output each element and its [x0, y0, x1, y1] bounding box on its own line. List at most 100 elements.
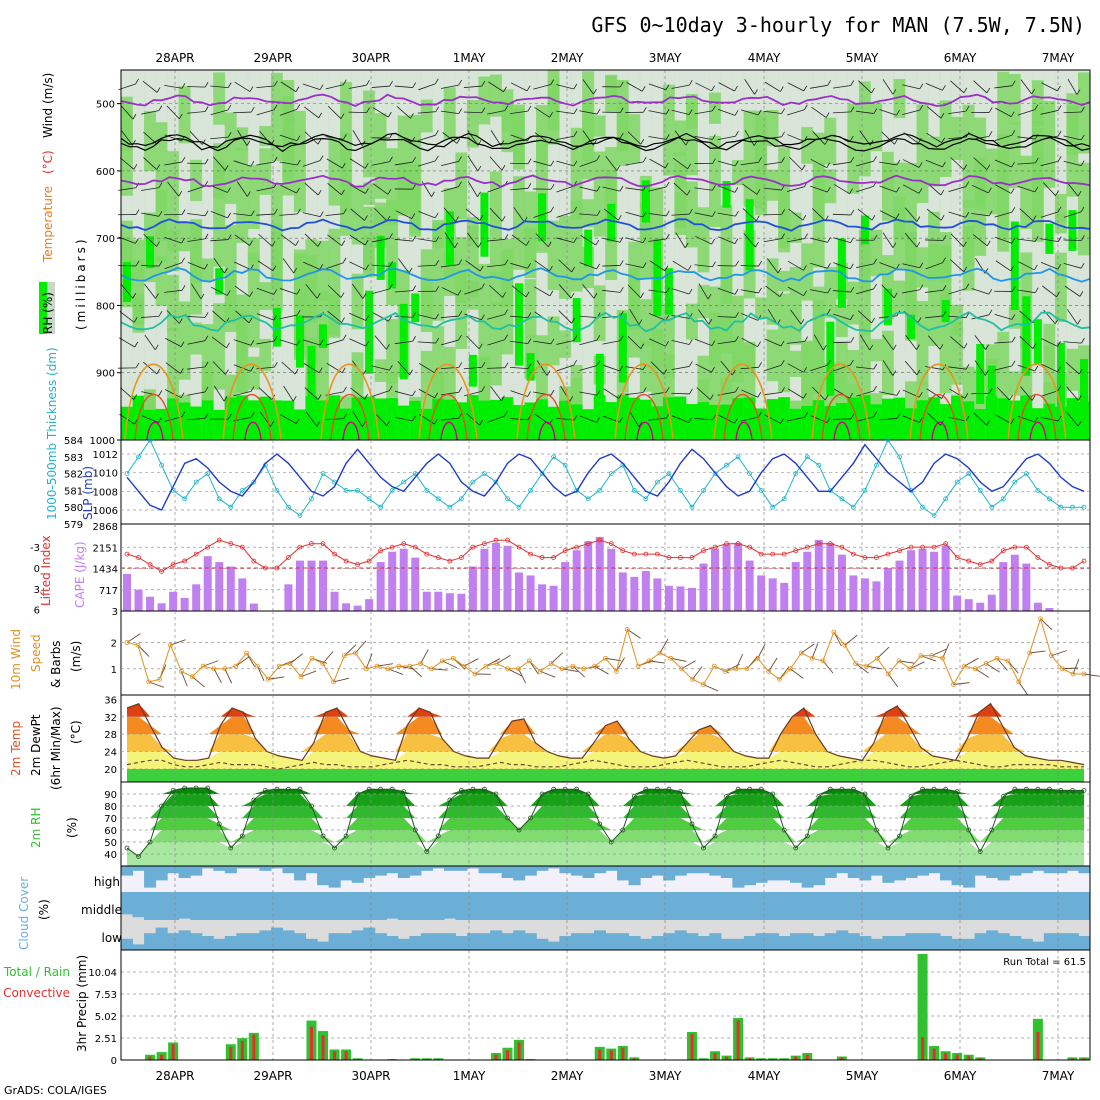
- rh2-line-point: [977, 849, 983, 854]
- wind-barb-flag: [135, 362, 140, 369]
- wind-barb-flag: [687, 163, 692, 170]
- contour-35: [833, 421, 851, 441]
- wind-barb-flag: [687, 265, 692, 271]
- cloud-high-bar: [121, 866, 134, 876]
- cloud-low-bar: [467, 933, 480, 950]
- top-date-label: 4MAY: [748, 51, 781, 65]
- wind-barb-flag: [386, 344, 390, 350]
- wind-barb: [855, 366, 874, 370]
- rh-mid-cell: [985, 148, 998, 215]
- cape-tick-label: 1434: [93, 565, 118, 576]
- wind-barb-flag: [341, 367, 346, 373]
- rh2-line-point: [666, 786, 672, 792]
- wind-barb-flag: [457, 289, 462, 296]
- wind-barb-flag: [318, 367, 323, 373]
- wind-barb: [1040, 110, 1059, 115]
- cloud-low-bar: [317, 941, 330, 950]
- cape-bar: [422, 591, 431, 611]
- wind-barb: [648, 213, 667, 217]
- cloud-high-bar: [1043, 866, 1056, 874]
- wind-barb-flag: [479, 419, 483, 426]
- wind-barb: [164, 337, 182, 347]
- wind-barb: [833, 237, 851, 244]
- wind-barb-flag: [295, 240, 299, 246]
- wind-barb: [1018, 261, 1035, 271]
- surface-barb: [322, 651, 334, 664]
- thickness-line-point: [597, 487, 603, 493]
- cloud-low-bar: [490, 930, 503, 950]
- precip-convective-bar: [794, 1056, 798, 1060]
- wind-barb: [325, 262, 344, 270]
- contour-25: [909, 363, 969, 441]
- wind-barb: [279, 339, 298, 346]
- rh-surface-cell: [224, 397, 237, 443]
- rh2-line-point: [562, 786, 568, 792]
- wind-speed-line-point: [189, 674, 195, 680]
- rh-mid-cell: [1008, 73, 1021, 125]
- thickness-line-point: [966, 471, 972, 477]
- wind-speed-line-point: [592, 663, 598, 669]
- wind-barb-flag: [711, 85, 715, 92]
- wind-speed-line-point: [581, 666, 587, 672]
- cloud-high-bar: [916, 866, 929, 876]
- wind-barb: [810, 158, 827, 169]
- wind-barb-flag: [665, 386, 670, 393]
- rh-mid-cell: [305, 255, 318, 365]
- cloud-middle-bar: [790, 892, 803, 920]
- wind-barb: [879, 391, 897, 396]
- wind-barb: [304, 233, 319, 247]
- wind-barb-flag: [758, 411, 762, 418]
- wind-barb-flag: [1057, 415, 1062, 422]
- wind-barb-flag: [965, 415, 970, 422]
- wind-barb: [440, 264, 459, 268]
- cloud-low-bar: [420, 933, 433, 950]
- wind-barb-flag: [270, 421, 274, 427]
- wind-barb: [787, 363, 804, 373]
- rh2-line-point: [943, 786, 949, 792]
- wind-barb-flag: [802, 214, 807, 221]
- cloud-middle-bar: [224, 892, 237, 920]
- wind-barb: [214, 385, 225, 402]
- wind-barb-flag: [688, 339, 693, 345]
- wind-barb: [487, 314, 505, 320]
- slp-series: [124, 437, 1087, 518]
- wind-barb-flag: [665, 340, 669, 347]
- wind-barb: [487, 415, 505, 423]
- lifted-index-line-point: [689, 555, 695, 560]
- wind-barb-flag: [181, 83, 186, 89]
- rh-surface-cell: [455, 402, 468, 448]
- surface-barb: [605, 657, 622, 662]
- rh-mid-cell: [328, 300, 341, 336]
- wind-speed-line-point: [864, 663, 869, 669]
- wind-barb: [717, 212, 736, 217]
- wind-barb-flag: [735, 335, 739, 342]
- wind-barb: [233, 391, 252, 397]
- wind-barb: [833, 262, 851, 270]
- wind-speed-line-point: [711, 663, 717, 669]
- rh2-line-point: [228, 845, 234, 851]
- wind-barb-flag: [1031, 395, 1036, 401]
- rh-bright-cell: [480, 192, 489, 257]
- wind-barb-flag: [1080, 134, 1085, 141]
- wind-barb: [141, 315, 160, 318]
- surface-barb: [648, 660, 665, 664]
- cloud-low-bar: [986, 930, 999, 950]
- rh2-line-point: [804, 833, 810, 839]
- cloud-low-bar: [928, 933, 941, 950]
- cloud-high-bar: [444, 866, 457, 871]
- lifted-index-line-point: [897, 548, 902, 554]
- wind-barb-flag: [964, 393, 969, 399]
- wind-barb-flag: [849, 392, 853, 399]
- wind-barb-flag: [250, 106, 255, 113]
- wind-barb-flag: [365, 315, 370, 321]
- pressure-tick-label: 600: [96, 167, 115, 178]
- wind-barb: [671, 288, 690, 295]
- precip-convective-bar: [632, 1058, 636, 1060]
- wind-barb: [371, 85, 390, 88]
- cloud-high-bar: [605, 866, 618, 871]
- thickness-line-point: [1000, 496, 1006, 502]
- wind-barb-flag: [1034, 365, 1039, 372]
- wind-barb: [467, 155, 479, 172]
- cape-bar: [883, 568, 892, 611]
- wind-barb: [809, 237, 828, 243]
